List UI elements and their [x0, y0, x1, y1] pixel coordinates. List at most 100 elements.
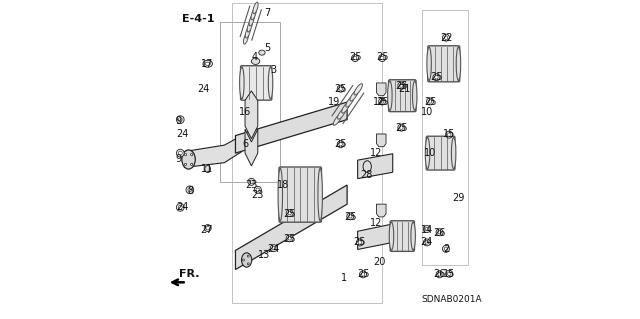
Text: 25: 25 [430, 71, 443, 82]
Text: 27: 27 [200, 225, 213, 235]
Text: 29: 29 [452, 193, 465, 203]
Ellipse shape [428, 100, 432, 103]
Text: 13: 13 [258, 250, 270, 260]
Ellipse shape [248, 178, 255, 185]
Ellipse shape [436, 229, 443, 236]
Ellipse shape [177, 204, 184, 211]
Text: 23: 23 [252, 189, 264, 200]
Ellipse shape [353, 56, 357, 60]
FancyBboxPatch shape [390, 221, 415, 251]
Text: 26: 26 [433, 269, 446, 279]
Ellipse shape [243, 259, 244, 261]
Polygon shape [376, 204, 386, 217]
Ellipse shape [188, 188, 192, 192]
Ellipse shape [249, 14, 254, 26]
Text: 25: 25 [354, 237, 366, 248]
Text: 5: 5 [264, 43, 271, 53]
Ellipse shape [423, 226, 430, 233]
Text: 25: 25 [357, 269, 369, 279]
Ellipse shape [253, 2, 258, 14]
FancyBboxPatch shape [279, 167, 321, 222]
Ellipse shape [339, 142, 342, 146]
Ellipse shape [342, 102, 350, 113]
Ellipse shape [333, 114, 342, 125]
Ellipse shape [427, 47, 431, 80]
Ellipse shape [438, 230, 442, 234]
Ellipse shape [438, 272, 442, 276]
Ellipse shape [206, 226, 209, 230]
Ellipse shape [425, 227, 429, 231]
Ellipse shape [442, 245, 449, 252]
Ellipse shape [247, 263, 249, 265]
Polygon shape [245, 129, 258, 166]
Text: 25: 25 [335, 84, 347, 94]
Ellipse shape [179, 118, 182, 122]
Text: 25: 25 [284, 234, 296, 244]
FancyBboxPatch shape [241, 66, 272, 100]
Ellipse shape [256, 188, 260, 191]
Polygon shape [245, 91, 258, 139]
Text: 24: 24 [268, 244, 280, 254]
Ellipse shape [339, 87, 342, 91]
Text: 9: 9 [175, 154, 181, 165]
Ellipse shape [436, 271, 443, 278]
Text: 25: 25 [335, 138, 347, 149]
Ellipse shape [346, 96, 354, 107]
Ellipse shape [347, 213, 354, 220]
Ellipse shape [245, 26, 250, 38]
Text: E-4-1: E-4-1 [182, 14, 214, 24]
FancyBboxPatch shape [426, 136, 455, 170]
Polygon shape [358, 154, 393, 179]
Ellipse shape [177, 149, 184, 157]
Ellipse shape [278, 168, 282, 221]
Text: 11: 11 [200, 164, 213, 174]
Text: 12: 12 [373, 97, 385, 107]
Ellipse shape [251, 8, 256, 20]
Ellipse shape [252, 58, 260, 64]
Text: 24: 24 [420, 237, 433, 248]
Ellipse shape [184, 153, 187, 156]
Ellipse shape [337, 108, 346, 119]
Text: 7: 7 [264, 8, 271, 18]
Text: 3: 3 [271, 65, 277, 75]
Ellipse shape [433, 74, 440, 81]
Ellipse shape [247, 20, 252, 32]
Text: 25: 25 [349, 52, 362, 63]
Ellipse shape [191, 153, 193, 156]
Text: 14: 14 [420, 225, 433, 235]
FancyBboxPatch shape [388, 80, 416, 112]
Ellipse shape [191, 163, 193, 166]
Ellipse shape [241, 253, 252, 267]
Text: 28: 28 [360, 170, 372, 181]
Ellipse shape [247, 255, 249, 257]
Ellipse shape [182, 150, 195, 169]
Ellipse shape [425, 137, 429, 169]
Text: 25: 25 [376, 52, 388, 63]
Ellipse shape [288, 237, 291, 240]
Ellipse shape [380, 56, 384, 60]
Text: 20: 20 [373, 256, 385, 267]
Ellipse shape [186, 186, 194, 194]
Ellipse shape [350, 90, 358, 101]
Ellipse shape [318, 168, 323, 221]
Ellipse shape [179, 151, 182, 155]
Text: 25: 25 [395, 81, 408, 91]
Ellipse shape [243, 33, 248, 44]
Ellipse shape [204, 225, 211, 232]
Ellipse shape [270, 245, 277, 252]
Ellipse shape [444, 247, 448, 251]
Ellipse shape [380, 100, 384, 103]
Ellipse shape [177, 116, 184, 123]
Ellipse shape [360, 271, 367, 278]
Text: 4: 4 [252, 52, 258, 63]
Text: 25: 25 [424, 97, 436, 107]
Ellipse shape [426, 98, 433, 105]
Polygon shape [376, 83, 386, 96]
Ellipse shape [179, 205, 182, 209]
Ellipse shape [423, 239, 430, 246]
Ellipse shape [425, 241, 429, 244]
Ellipse shape [413, 81, 417, 110]
Ellipse shape [239, 67, 244, 99]
Text: 25: 25 [395, 122, 408, 133]
Text: 2: 2 [443, 244, 449, 254]
